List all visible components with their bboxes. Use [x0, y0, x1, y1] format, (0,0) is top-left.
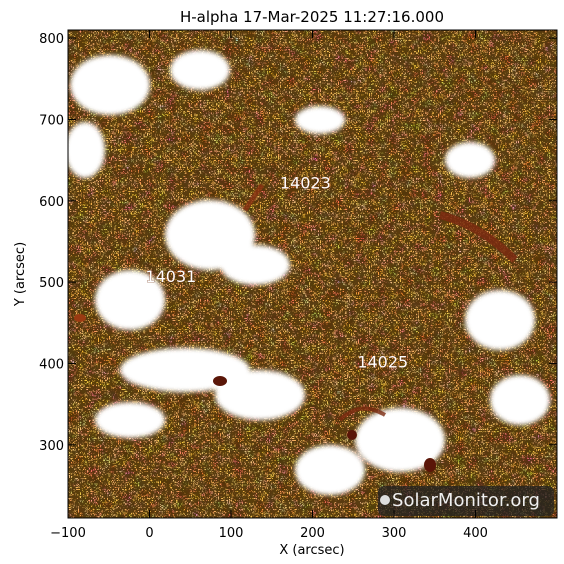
sunspot	[74, 314, 86, 322]
x-tick-label: 400	[463, 526, 488, 541]
dark-features	[74, 183, 518, 472]
x-axis: −100 0 100 200 300 400	[50, 30, 488, 541]
sunspot	[347, 430, 357, 440]
watermark-text: SolarMonitor.org	[392, 490, 540, 511]
y-tick-label: 500	[39, 276, 64, 291]
x-axis-label: X (arcsec)	[279, 543, 344, 558]
y-tick-label: 600	[39, 195, 64, 210]
watermark: SolarMonitor.org	[378, 486, 554, 516]
x-tick-label: 0	[145, 526, 153, 541]
sunspot	[424, 458, 436, 472]
y-tick-label: 700	[39, 113, 64, 128]
region-label-14025: 14025	[357, 353, 408, 372]
filament	[242, 183, 265, 212]
region-label-14031: 14031	[145, 267, 196, 286]
sunspot	[213, 376, 227, 386]
y-tick-label: 400	[39, 357, 64, 372]
y-axis-label: Y (arcsec)	[13, 242, 28, 307]
bright-plage-regions	[68, 50, 550, 495]
y-axis: 300 400 500 600 700 800	[39, 32, 557, 454]
solar-image: SolarMonitor.org	[68, 30, 557, 518]
x-tick-label: 300	[382, 526, 407, 541]
plot-title: H-alpha 17-Mar-2025 11:27:16.000	[180, 8, 444, 26]
region-label-14023: 14023	[280, 174, 331, 193]
y-tick-label: 300	[39, 439, 64, 454]
active-region-labels: 14023 14031 14025	[145, 173, 408, 372]
filament	[438, 211, 518, 263]
x-tick-label: 100	[219, 526, 244, 541]
x-tick-label: −100	[50, 526, 86, 541]
filament	[338, 406, 387, 422]
y-tick-label: 800	[39, 32, 64, 47]
x-tick-label: 200	[300, 526, 325, 541]
